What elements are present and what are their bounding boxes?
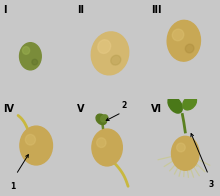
Ellipse shape xyxy=(172,29,184,41)
Ellipse shape xyxy=(91,32,129,75)
Text: VI: VI xyxy=(151,104,162,114)
Text: III: III xyxy=(151,5,162,15)
Ellipse shape xyxy=(177,143,185,152)
Text: IV: IV xyxy=(4,104,15,114)
Ellipse shape xyxy=(32,59,38,65)
Ellipse shape xyxy=(183,96,196,110)
Ellipse shape xyxy=(111,55,121,65)
Ellipse shape xyxy=(185,44,194,53)
Ellipse shape xyxy=(22,47,30,54)
Text: II: II xyxy=(77,5,84,15)
Ellipse shape xyxy=(101,115,108,122)
Text: V: V xyxy=(77,104,85,114)
Text: 3: 3 xyxy=(209,180,214,189)
Ellipse shape xyxy=(97,138,106,147)
Text: I: I xyxy=(4,5,7,15)
Text: 2: 2 xyxy=(122,101,127,110)
Ellipse shape xyxy=(168,96,182,113)
Ellipse shape xyxy=(172,136,199,170)
Ellipse shape xyxy=(20,43,41,70)
Ellipse shape xyxy=(92,129,122,166)
Ellipse shape xyxy=(98,40,111,54)
Ellipse shape xyxy=(20,126,52,165)
Ellipse shape xyxy=(96,114,106,124)
Ellipse shape xyxy=(25,134,35,145)
Ellipse shape xyxy=(167,20,200,61)
Text: 1: 1 xyxy=(10,182,16,191)
